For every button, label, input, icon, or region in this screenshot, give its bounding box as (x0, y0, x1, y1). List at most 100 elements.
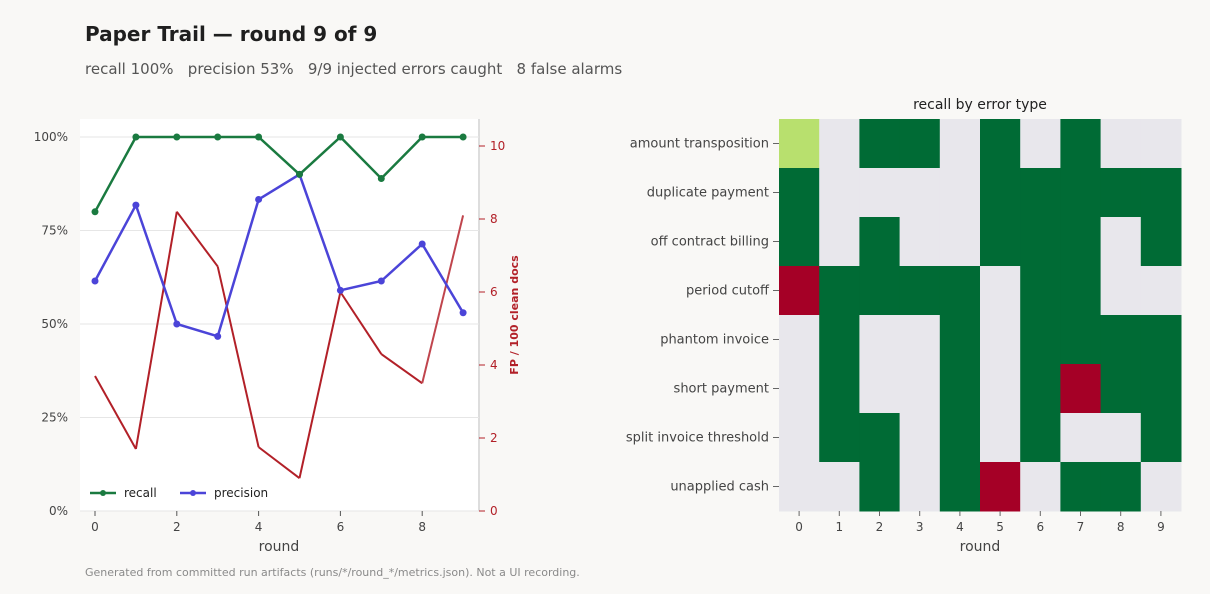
precision-point (173, 320, 181, 328)
heatmap-cell (939, 119, 981, 169)
heatmap-cell (1060, 315, 1102, 365)
heatmap-cell (1060, 462, 1102, 512)
heatmap-cell (980, 413, 1021, 463)
fp-line-segment (94, 375, 137, 450)
heatmap-row-label: unapplied cash (670, 480, 769, 495)
heatmap-cell (899, 266, 941, 316)
heatmap-cell (819, 168, 860, 218)
recall-point (91, 208, 99, 216)
recall-point (296, 170, 303, 178)
heatmap-cell (899, 315, 941, 365)
x-tick-label: 4 (255, 520, 263, 534)
heatmap-cell (859, 315, 901, 365)
heatmap-cell (939, 462, 981, 512)
heatmap-cell (779, 119, 820, 169)
recall-point (214, 133, 222, 141)
fp-line-segment (175, 211, 219, 268)
footer-note: Generated from committed run artifacts (… (85, 566, 580, 579)
heatmap-cell (859, 413, 901, 463)
heatmap-row-label: split invoice threshold (626, 431, 769, 446)
heatmap-cell (1020, 462, 1061, 512)
legend-marker (100, 490, 106, 496)
heatmap-cell (1140, 266, 1182, 316)
heatmap-cell (819, 462, 860, 512)
y-tick-label: 50% (41, 317, 68, 331)
heatmap-cell (1100, 168, 1142, 218)
heatmap-row-label: duplicate payment (647, 186, 769, 201)
heatmap-cell (1020, 119, 1061, 169)
heatmap-cell (980, 266, 1021, 316)
heatmap-cell (1060, 217, 1102, 267)
recall-point (377, 175, 385, 183)
heatmap-cell (980, 119, 1021, 169)
heatmap-cell (819, 364, 860, 414)
heatmap-col-label: 7 (1077, 520, 1085, 534)
line-chart-axes: 0% 25% 50% 75% 100% 0 2 4 6 8 0 2 4 6 8 10 (34, 130, 506, 534)
precision-point (132, 201, 140, 209)
fp-line-segment (216, 266, 260, 448)
recall-point (459, 133, 467, 141)
heatmap-col-label: 9 (1157, 520, 1165, 534)
heatmap-row-label: off contract billing (651, 235, 769, 250)
y2-tick-label: 2 (490, 431, 498, 445)
y2-tick-label: 0 (490, 504, 498, 518)
heatmap-cell (980, 217, 1021, 267)
heatmap-col-label: 2 (876, 520, 884, 534)
fp-line-segment (257, 446, 301, 479)
heatmap-cell (1060, 168, 1102, 218)
heatmap-cell (819, 413, 860, 463)
heatmap-cell (1100, 364, 1142, 414)
heatmap-cell (1140, 168, 1182, 218)
heatmap-cell (1060, 119, 1102, 169)
legend-label: recall (124, 486, 157, 500)
heatmap-cell (1020, 315, 1061, 365)
heatmap-col-label: 1 (835, 520, 843, 534)
heatmap-cell (939, 217, 981, 267)
precision-point (214, 332, 222, 340)
heatmap-cell (859, 119, 901, 169)
heatmap-cell (899, 413, 941, 463)
heatmap-cell (1140, 413, 1182, 463)
heatmap-cell (819, 119, 860, 169)
heatmap-cell (779, 413, 820, 463)
heatmap-cell (859, 266, 901, 316)
precision-point (459, 309, 467, 317)
precision-point (377, 277, 385, 285)
heatmap-cell (779, 266, 820, 316)
line-chart-legend: recall precision (90, 486, 268, 500)
legend-label: precision (214, 486, 268, 500)
heatmap-cell (779, 168, 820, 218)
heatmap-cell (939, 413, 981, 463)
heatmap-cell (1100, 462, 1142, 512)
heatmap-cell (1140, 119, 1182, 169)
precision-point (91, 277, 99, 285)
heatmap-cell (939, 364, 981, 414)
heatmap-cell (859, 168, 901, 218)
heatmap-cell (980, 315, 1021, 365)
heatmap-cell (1100, 119, 1142, 169)
page-title: Paper Trail — round 9 of 9 (85, 22, 378, 46)
x-tick-label: 8 (418, 520, 426, 534)
y-tick-label: 0% (49, 504, 68, 518)
heatmap-cell (859, 217, 901, 267)
fp-line-segment (380, 353, 423, 385)
precision-line (93, 172, 465, 338)
heatmap-cell (899, 462, 941, 512)
heatmap-title: recall by error type (913, 97, 1047, 113)
heatmap-cell (899, 168, 941, 218)
y-tick-label: 25% (41, 411, 68, 425)
heatmap-row-label: amount transposition (630, 137, 769, 152)
heatmap-cell (1020, 266, 1061, 316)
heatmap-cell (899, 217, 941, 267)
heatmap-cell (939, 266, 981, 316)
heatmap-cell (1100, 315, 1142, 365)
x-tick-label: 2 (173, 520, 181, 534)
heatmap-col-label: 3 (916, 520, 924, 534)
heatmap-cell (779, 364, 820, 414)
heatmap-cell (859, 364, 901, 414)
y-tick-label: 75% (41, 224, 68, 238)
line-chart-series (91, 133, 467, 479)
heatmap-cell (1100, 266, 1142, 316)
heatmap-cell (980, 364, 1021, 414)
